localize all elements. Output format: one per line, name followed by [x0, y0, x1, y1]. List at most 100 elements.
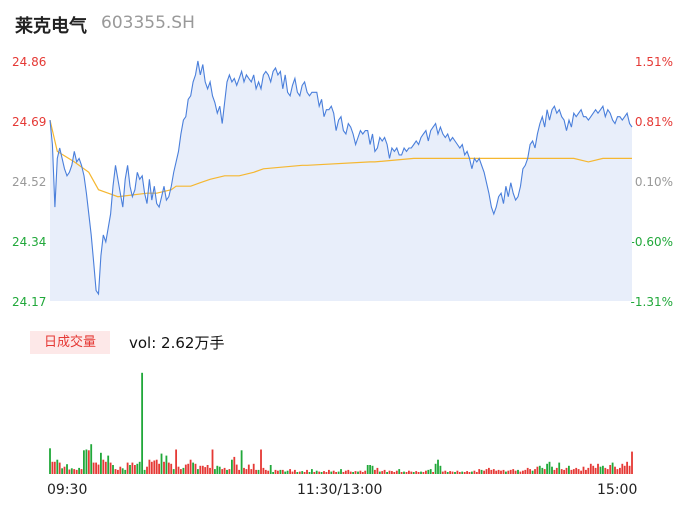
volume-bar [150, 461, 153, 474]
volume-bar [359, 470, 362, 474]
volume-bar [352, 472, 355, 474]
volume-bar [90, 444, 93, 474]
volume-bar [126, 462, 129, 474]
volume-bar [158, 463, 161, 474]
volume-bar [318, 471, 321, 474]
volume-tab[interactable]: 日成交量 [30, 331, 110, 354]
pct-tick-2: 0.81% [634, 115, 673, 129]
volume-bar [49, 448, 51, 474]
volume-bar [422, 472, 425, 474]
volume-bar [170, 463, 173, 474]
volume-bar [374, 469, 376, 474]
volume-bar [505, 471, 507, 474]
price-line [49, 60, 633, 296]
volume-bar [272, 472, 275, 474]
volume-bar [466, 471, 469, 474]
volume-bar [543, 469, 546, 474]
volume-bar [454, 472, 456, 474]
volume-readout: vol: 2.62万手 [129, 334, 225, 352]
volume-bar [604, 467, 607, 474]
volume-bar [429, 469, 432, 474]
volume-bar [391, 471, 393, 474]
volume-bar [400, 472, 403, 474]
volume-bar [313, 472, 316, 474]
volume-bar [378, 471, 381, 474]
volume-bar [182, 467, 185, 474]
volume-bar [563, 469, 566, 474]
volume-bar [342, 472, 345, 474]
volume-bar [570, 469, 573, 474]
stock-name: 莱克电气 [15, 16, 87, 37]
x-tick-midday: 11:30/13:00 [297, 482, 383, 498]
volume-bar [58, 462, 61, 474]
volume-bar [148, 459, 151, 474]
avg-price-line [49, 119, 632, 198]
volume-bar [243, 467, 245, 474]
volume-bar [572, 469, 575, 474]
volume-bar [495, 470, 498, 474]
volume-bar [252, 463, 255, 474]
volume-bar [628, 465, 631, 474]
volume-bar [403, 471, 405, 474]
pct-tick-4: -0.60% [630, 235, 673, 249]
volume-bar [526, 467, 529, 474]
volume-bar [364, 470, 367, 474]
volume-bar [417, 472, 420, 474]
volume-bar [301, 471, 304, 474]
volume-bar [538, 465, 541, 474]
volume-bar [507, 470, 510, 474]
volume-bar [134, 465, 136, 474]
volume-bar [383, 469, 386, 474]
price-area-fill [50, 61, 632, 301]
volume-bar [80, 469, 83, 474]
volume-bar [398, 469, 401, 474]
volume-bar [51, 461, 54, 474]
volume-bar [512, 469, 515, 474]
volume-bar [146, 466, 148, 474]
pct-tick-5: -1.31% [630, 295, 673, 309]
price-tick-5: 24.17 [12, 295, 47, 309]
volume-bar [189, 459, 192, 474]
volume-bar [328, 469, 330, 474]
volume-bar [536, 466, 539, 474]
volume-bar [619, 467, 621, 474]
volume-bar [211, 449, 214, 474]
volume-bar [87, 450, 90, 474]
volume-bar [483, 470, 486, 474]
volume-bar [565, 467, 568, 474]
volume-bar [83, 450, 85, 474]
price-tick-1: 24.86 [12, 55, 47, 69]
volume-bar [614, 466, 616, 474]
volume-bar [284, 471, 287, 474]
volume-bar [320, 472, 323, 474]
volume-bar [303, 472, 306, 474]
volume-bar [446, 472, 449, 474]
volume-bar [616, 469, 619, 474]
volume-bar [277, 470, 279, 474]
volume-bar [61, 468, 64, 474]
volume-bar [606, 469, 609, 474]
volume-bar [427, 469, 430, 474]
volume-bar [279, 469, 282, 474]
volume-bar [117, 469, 119, 474]
volume-bar [306, 469, 308, 474]
volume-bar [551, 466, 553, 474]
volume-bar [502, 469, 505, 474]
volume-bar [70, 468, 73, 474]
volume-bar [257, 469, 260, 474]
volume-bar [114, 469, 117, 474]
volume-bar [347, 469, 350, 474]
volume-bar [260, 449, 262, 474]
volume-bar [534, 469, 536, 474]
volume-bar [490, 469, 493, 474]
volume-bar [388, 470, 391, 474]
volume-bar [206, 465, 209, 474]
volume-bar [85, 449, 88, 474]
volume-bar [369, 465, 372, 474]
volume-bar [281, 469, 284, 474]
volume-bar [514, 470, 517, 474]
volume-bar [221, 469, 224, 474]
volume-bar [335, 472, 338, 474]
volume-bar [441, 471, 444, 474]
volume-bar [473, 470, 476, 474]
